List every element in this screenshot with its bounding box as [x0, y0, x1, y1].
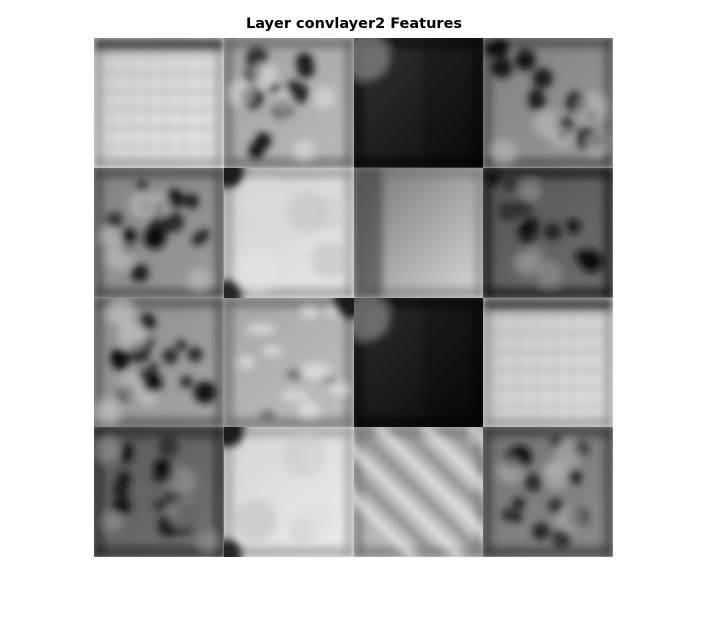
feature-2-2: [223, 167, 354, 298]
feature-1-1: [94, 38, 224, 168]
feature-map-grid: [94, 38, 613, 557]
figure-title: Layer convlayer2 Features: [245, 16, 463, 32]
feature-2-4: [483, 167, 613, 298]
feature-2-3: [353, 167, 484, 298]
feature-1-2: [223, 38, 354, 168]
feature-3-4: [483, 297, 613, 428]
feature-2-1: [94, 167, 224, 298]
feature-4-3: [353, 427, 484, 557]
feature-3-2: [223, 297, 354, 428]
feature-1-4: [483, 38, 613, 168]
feature-4-1: [94, 427, 224, 557]
feature-1-3: [353, 38, 484, 168]
feature-3-1: [94, 297, 224, 428]
feature-3-3: [353, 297, 484, 428]
feature-4-2: [223, 427, 354, 557]
feature-4-4: [483, 427, 613, 557]
